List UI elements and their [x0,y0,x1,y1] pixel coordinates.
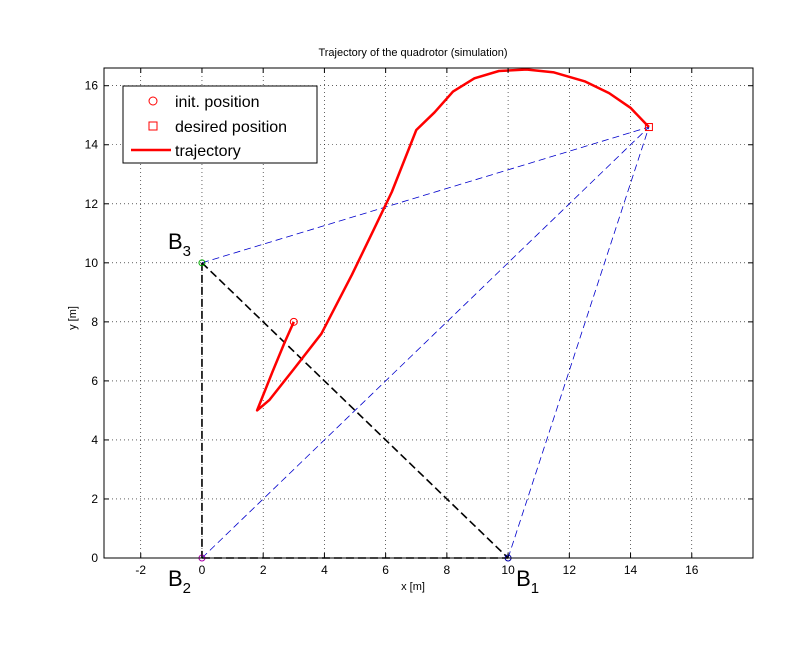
y-tick-label: 8 [91,315,98,329]
x-tick-label: 8 [444,563,451,577]
anchor-label-subscript: 1 [531,580,539,597]
axes-box [103,67,754,559]
anchor-label-b2: B2 [168,566,191,597]
anchor-label-b3: B3 [168,229,191,260]
blue-dashed-link [201,126,650,264]
init-position-marker [289,317,298,326]
x-tick-label: 10 [501,563,515,577]
legend-item-trajectory: trajectory [175,143,241,160]
x-tick-label: 6 [382,563,389,577]
y-axis-label: y [m] [67,306,79,330]
y-tick-label: 10 [85,256,99,270]
y-tick-label: 2 [91,492,98,506]
desired-position-marker [644,123,653,132]
anchor-label-letter: B [168,229,183,254]
x-tick-label: 4 [321,563,328,577]
blue-dashed-link [201,126,650,559]
y-tick-label: 14 [85,138,99,152]
anchor-label-b1: B1 [516,566,539,597]
legend-item-desired-position: desired position [175,119,287,136]
y-tick-label: 6 [91,374,98,388]
y-tick-label: 16 [85,79,99,93]
black-dashed-link [201,262,509,559]
anchor-marker-b3 [198,259,206,267]
x-axis-label: x [m] [401,581,425,593]
y-tick-label: 0 [91,551,98,565]
blue-dashed-link [507,126,650,559]
y-tick-label: 12 [85,197,99,211]
anchor-label-letter: B [516,566,531,591]
x-tick-label: -2 [135,563,146,577]
x-tick-label: 16 [685,563,699,577]
anchor-label-subscript: 2 [183,580,191,597]
x-tick-label: 2 [260,563,267,577]
trajectory-layer [255,68,650,412]
anchor-label-subscript: 3 [183,243,191,260]
y-tick-label: 4 [91,433,98,447]
x-tick-label: 0 [199,563,206,577]
chart-title: Trajectory of the quadrotor (simulation) [318,47,507,59]
legend: init. position desired position trajecto… [122,85,318,164]
anchor-label-letter: B [168,566,183,591]
x-tick-label: 14 [624,563,638,577]
ticks: -2 0 2 4 6 8 10 12 14 16 0 2 4 6 8 10 12 14 16 [85,68,753,577]
trajectory-line [255,68,650,412]
legend-square-icon [148,121,158,131]
legend-circle-icon [148,96,158,106]
x-tick-label: 12 [563,563,577,577]
legend-item-init-position: init. position [175,94,260,111]
